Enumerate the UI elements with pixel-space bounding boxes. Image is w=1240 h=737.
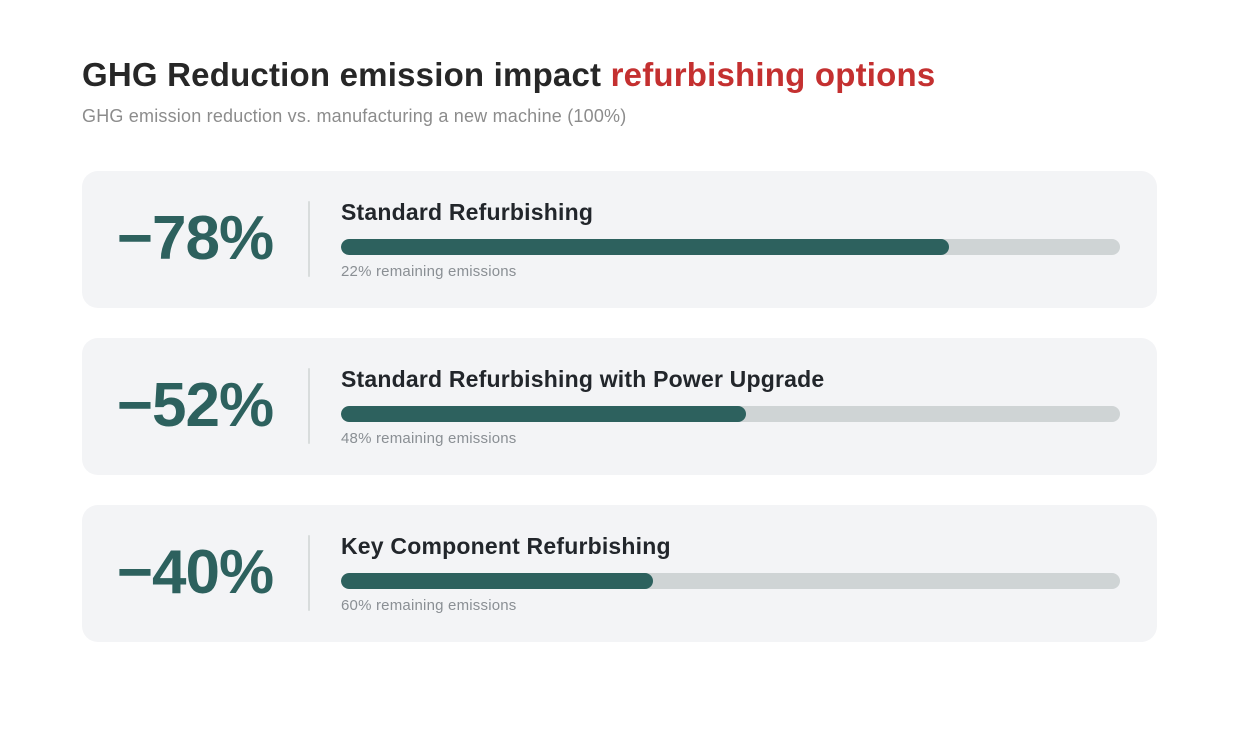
option-title: Key Component Refurbishing [341, 532, 671, 559]
progress-bar-track [341, 572, 1120, 589]
reduction-percentage: −52% [116, 371, 274, 441]
remaining-emissions-caption: 22% remaining emissions [341, 262, 517, 280]
vertical-divider [308, 201, 310, 278]
option-title: Standard Refurbishing [341, 198, 594, 225]
reduction-percentage: −78% [116, 204, 274, 274]
page-subtitle: GHG emission reduction vs. manufacturing… [82, 105, 627, 126]
option-card-standard-refurbishing-power-upgrade: −52% Standard Refurbishing with Power Up… [82, 337, 1157, 475]
page-title: GHG Reduction emission impact refurbishi… [82, 56, 1157, 94]
progress-bar-fill [341, 238, 949, 255]
vertical-divider [308, 535, 310, 612]
option-details: Standard Refurbishing with Power Upgrade… [310, 366, 1157, 447]
page-title-accent: refurbishing options [610, 56, 936, 93]
progress-bar-fill [341, 572, 653, 589]
option-details: Standard Refurbishing 22% remaining emis… [310, 199, 1157, 280]
remaining-emissions-caption: 48% remaining emissions [341, 429, 517, 447]
reduction-value-block: −78% [82, 208, 308, 270]
option-details: Key Component Refurbishing 60% remaining… [310, 533, 1157, 614]
option-card-standard-refurbishing: −78% Standard Refurbishing 22% remaining… [82, 170, 1157, 308]
progress-bar-track [341, 405, 1120, 422]
progress-bar-track [341, 238, 1120, 255]
option-title: Standard Refurbishing with Power Upgrade [341, 365, 825, 392]
option-card-key-component-refurbishing: −40% Key Component Refurbishing 60% rema… [82, 504, 1157, 642]
vertical-divider [308, 368, 310, 445]
reduction-value-block: −52% [82, 375, 308, 437]
page-title-main: GHG Reduction emission impact [82, 56, 611, 93]
reduction-percentage: −40% [116, 538, 274, 608]
progress-bar-fill [341, 405, 747, 422]
remaining-emissions-caption: 60% remaining emissions [341, 596, 517, 614]
options-list: −78% Standard Refurbishing 22% remaining… [82, 170, 1157, 642]
reduction-value-block: −40% [82, 542, 308, 604]
